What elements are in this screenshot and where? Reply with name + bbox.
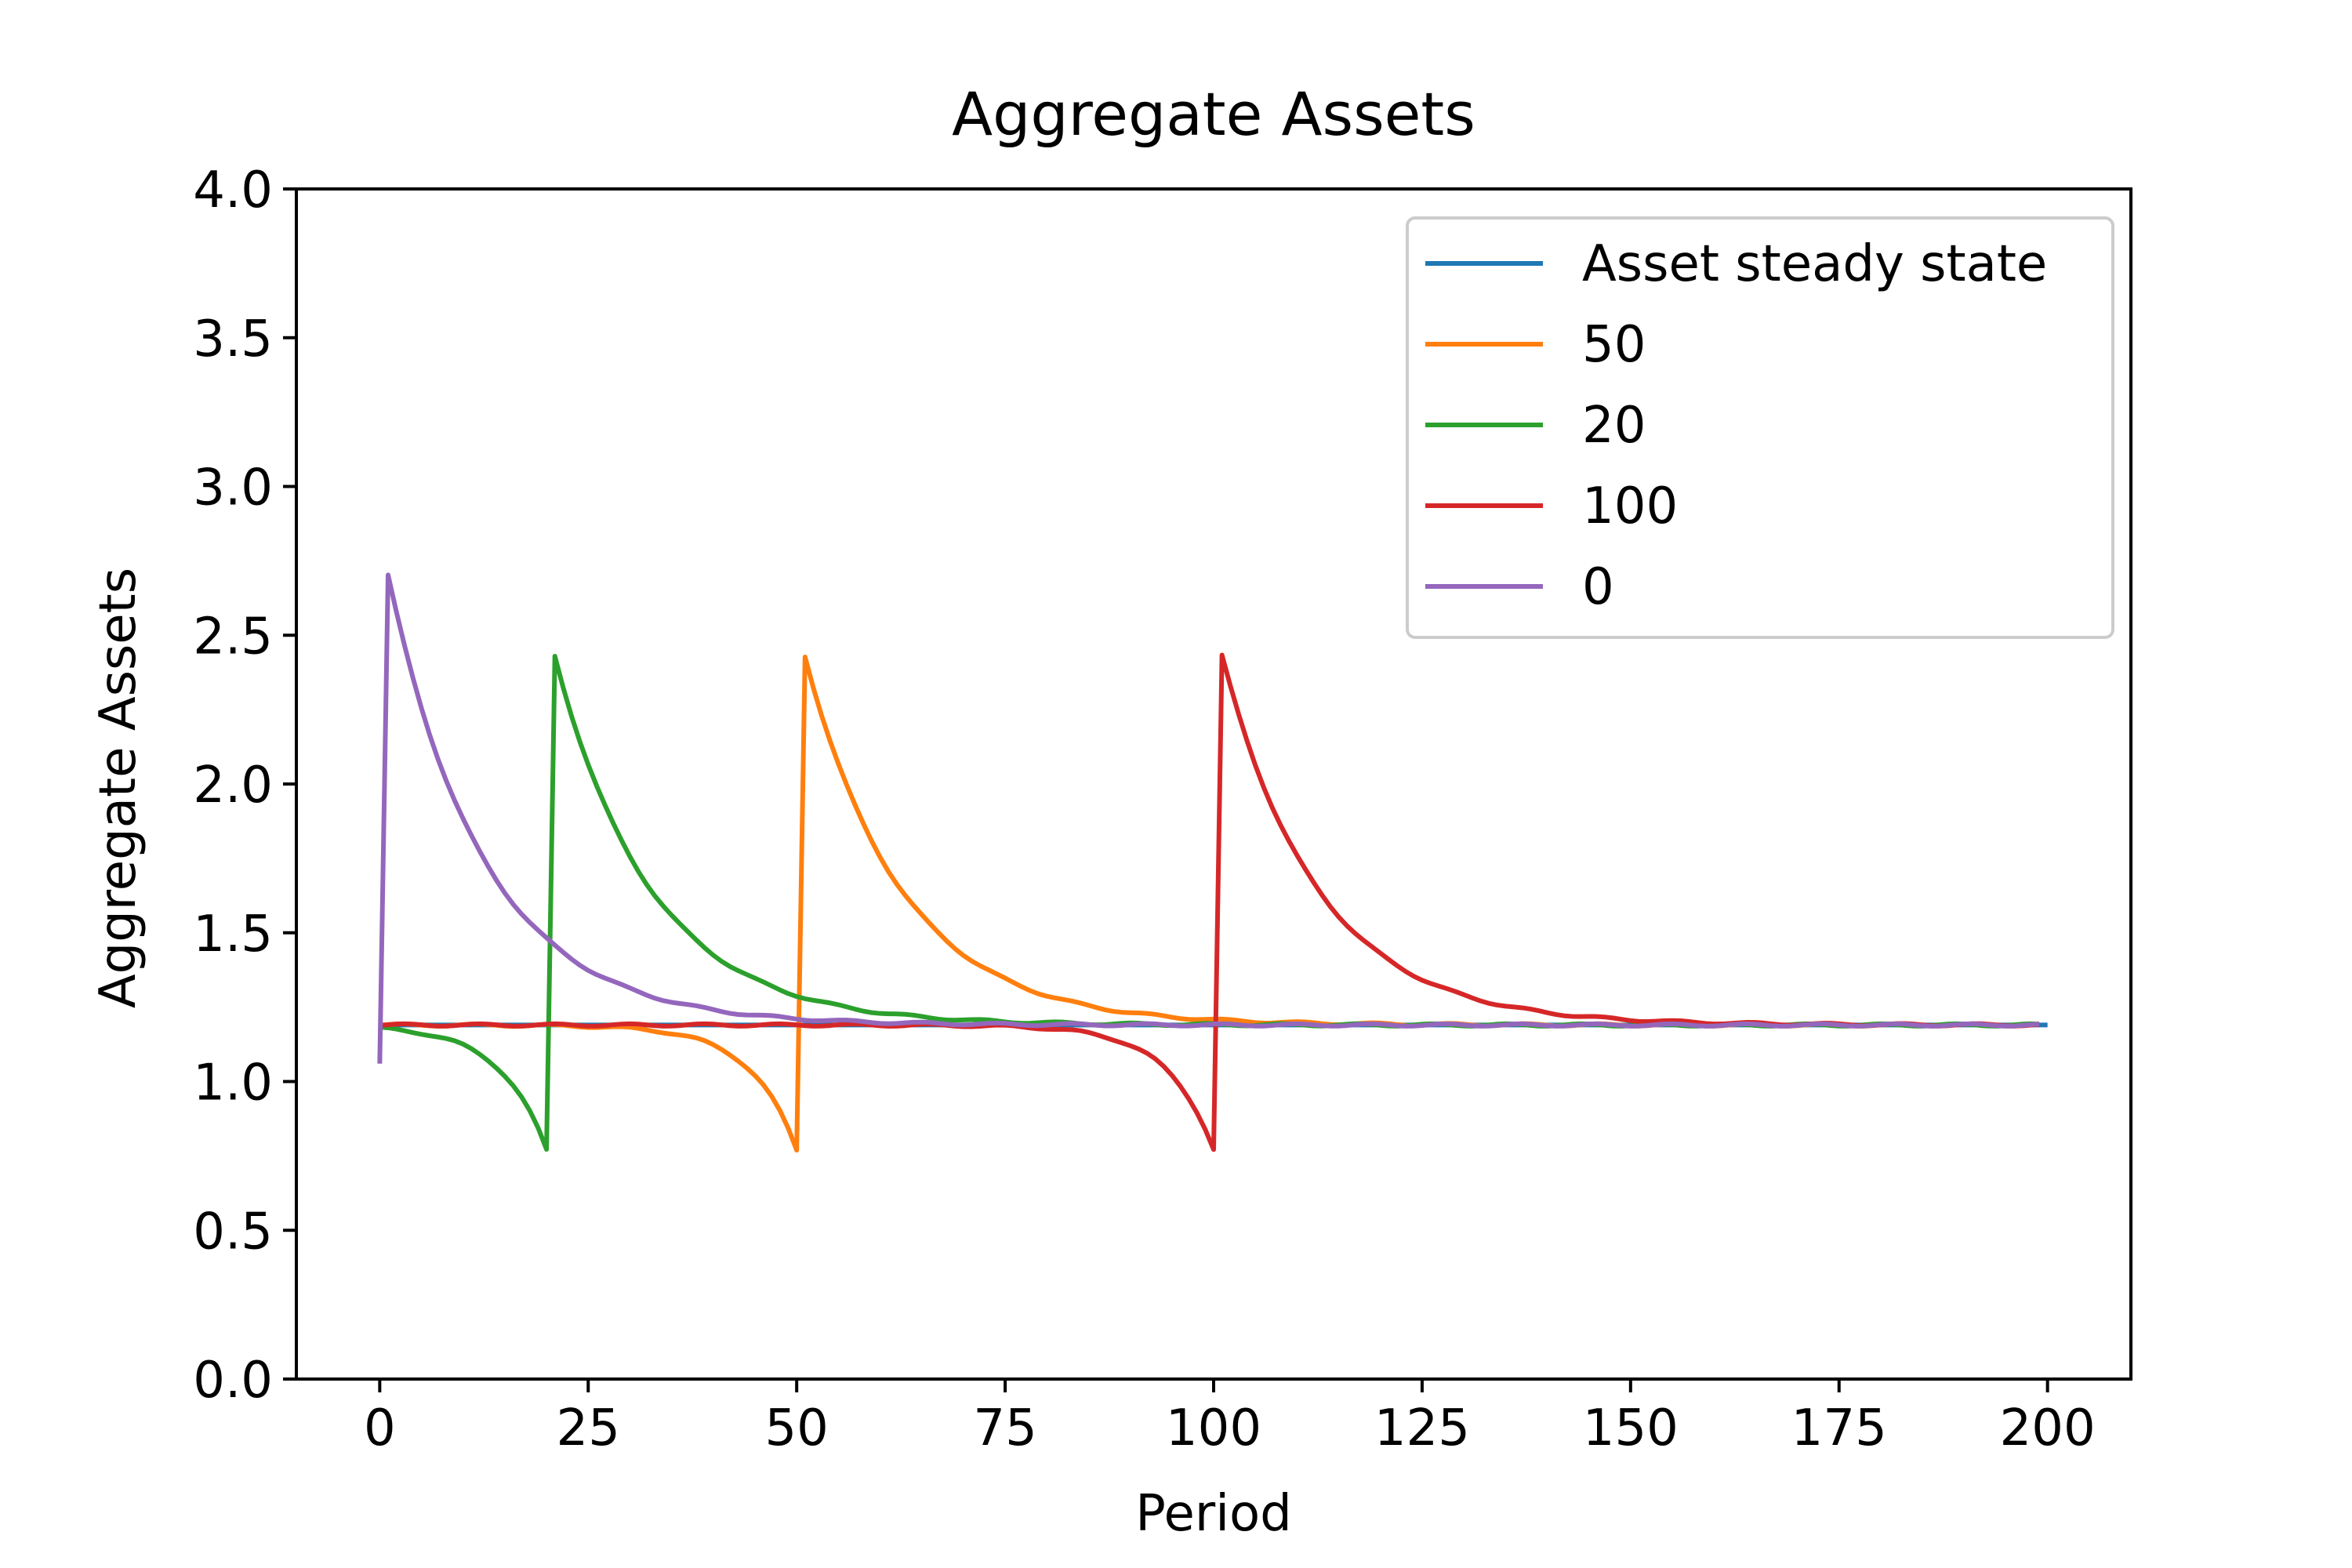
plot-frame [295, 187, 2132, 1381]
y-axis-label: Aggregate Assets [89, 568, 147, 1008]
legend-label: 20 [1582, 397, 1646, 455]
series-line-100 [379, 652, 2040, 1152]
x-axis-label: Period [1135, 1485, 1292, 1543]
x-tick-label: 25 [557, 1399, 620, 1457]
series-line-50 [379, 654, 2040, 1153]
chart-title: Aggregate Assets [952, 79, 1475, 149]
y-tick-label: 1.0 [193, 1054, 273, 1112]
y-tick-label: 3.0 [193, 459, 273, 517]
x-tick-label: 175 [1791, 1399, 1887, 1457]
x-tick-label: 50 [764, 1399, 828, 1457]
x-tick-label: 0 [364, 1399, 396, 1457]
legend-frame [1406, 216, 2114, 639]
legend-label: 0 [1582, 558, 1614, 616]
axis-ticks: 0 25 50 75 100 125 150 175 2000.00.51.01.52.02.5… [193, 162, 2095, 1457]
y-tick-label: 2.5 [193, 608, 273, 666]
series-line-0 [377, 572, 2040, 1064]
legend-label: 100 [1582, 477, 1678, 535]
legend: Asset steady state 50 20 100 0 [1406, 216, 2114, 639]
plot-lines [377, 572, 2048, 1153]
y-tick-label: 1.5 [193, 906, 273, 964]
series-line-20 [379, 654, 2040, 1152]
y-tick-label: 4.0 [193, 162, 273, 220]
y-tick-label: 0.5 [193, 1203, 273, 1261]
x-tick-label: 100 [1166, 1399, 1261, 1457]
legend-label: 50 [1582, 316, 1646, 374]
y-tick-label: 2.0 [193, 757, 273, 815]
x-tick-label: 75 [973, 1399, 1036, 1457]
x-tick-label: 200 [2000, 1399, 2096, 1457]
y-tick-label: 0.0 [193, 1352, 273, 1410]
x-tick-label: 125 [1374, 1399, 1470, 1457]
legend-label: Asset steady state [1582, 235, 2047, 293]
y-tick-label: 3.5 [193, 310, 273, 368]
x-tick-label: 150 [1583, 1399, 1679, 1457]
